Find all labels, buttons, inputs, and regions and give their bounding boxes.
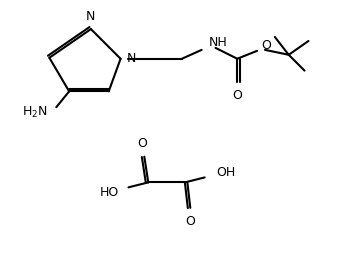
Text: HO: HO bbox=[99, 186, 119, 199]
Text: O: O bbox=[185, 215, 195, 228]
Text: N: N bbox=[86, 10, 95, 23]
Text: N: N bbox=[127, 52, 136, 65]
Text: NH: NH bbox=[209, 36, 227, 50]
Text: H$_2$N: H$_2$N bbox=[22, 105, 47, 120]
Text: O: O bbox=[261, 39, 271, 52]
Text: O: O bbox=[137, 137, 147, 150]
Text: OH: OH bbox=[217, 166, 236, 179]
Text: O: O bbox=[233, 89, 242, 102]
